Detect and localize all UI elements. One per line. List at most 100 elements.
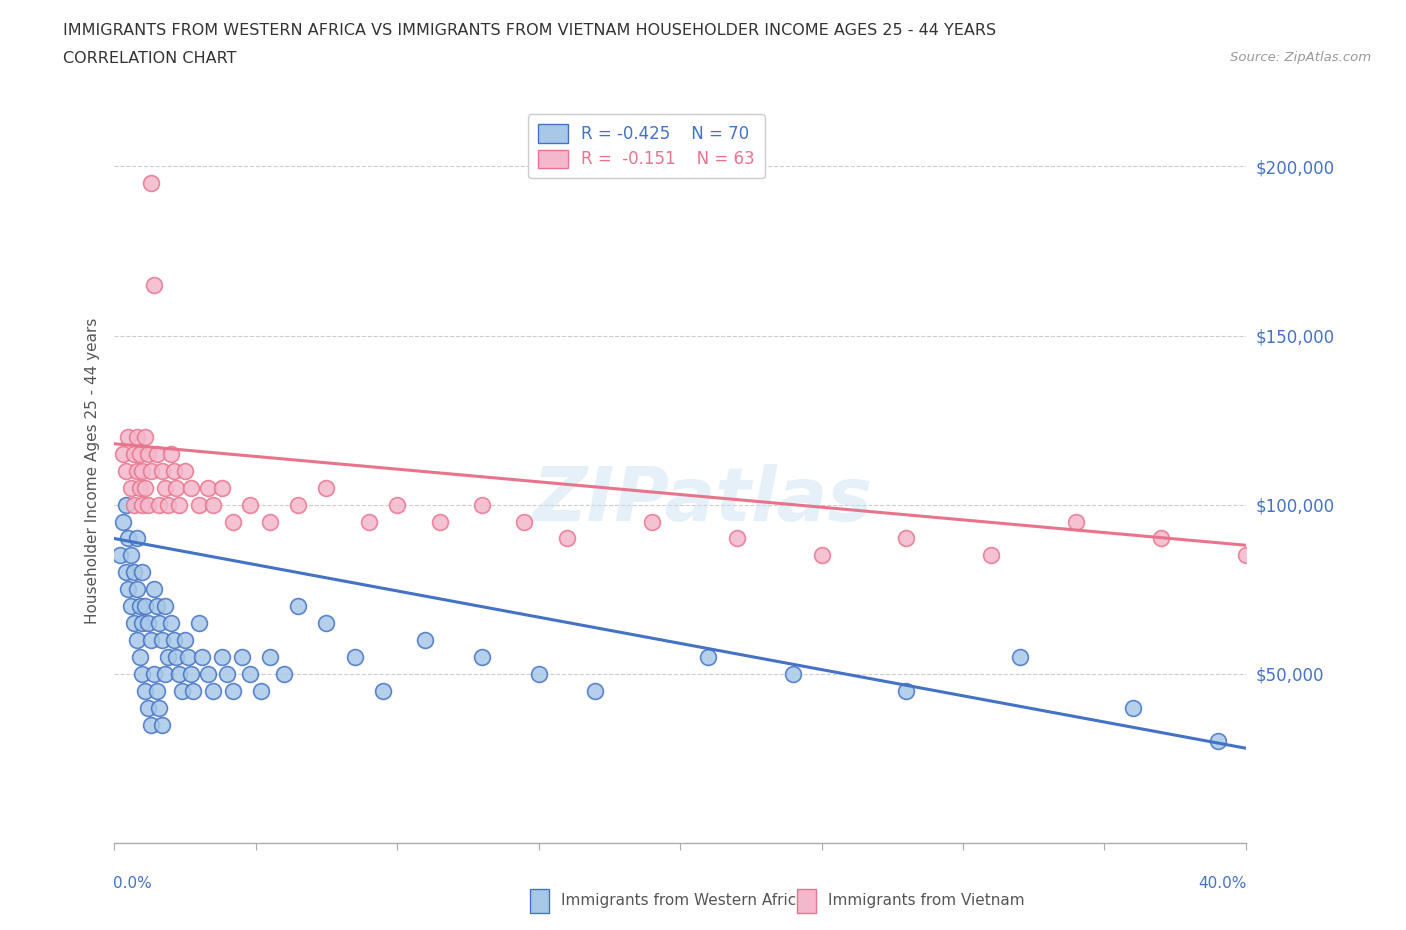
Point bbox=[583, 684, 606, 698]
Point bbox=[217, 667, 239, 682]
Point bbox=[128, 480, 150, 495]
Point bbox=[153, 599, 176, 614]
Point bbox=[315, 616, 337, 631]
Point bbox=[148, 700, 170, 715]
Point bbox=[315, 480, 337, 495]
Point bbox=[782, 667, 804, 682]
Point bbox=[239, 498, 262, 512]
Text: 40.0%: 40.0% bbox=[1199, 876, 1247, 892]
Point bbox=[120, 548, 142, 563]
Point bbox=[343, 649, 366, 664]
Point bbox=[429, 514, 451, 529]
Point bbox=[287, 498, 309, 512]
Point bbox=[513, 514, 536, 529]
Point bbox=[180, 480, 202, 495]
Point bbox=[134, 599, 156, 614]
Point bbox=[139, 632, 162, 647]
Point bbox=[371, 684, 394, 698]
Point bbox=[165, 480, 187, 495]
Point bbox=[153, 667, 176, 682]
Point bbox=[159, 616, 181, 631]
Point bbox=[162, 463, 184, 478]
Point bbox=[145, 599, 167, 614]
Point bbox=[174, 632, 197, 647]
Point bbox=[150, 632, 173, 647]
Point bbox=[231, 649, 253, 664]
Point bbox=[239, 667, 262, 682]
Point bbox=[1064, 514, 1087, 529]
Point bbox=[125, 463, 148, 478]
Point bbox=[165, 649, 187, 664]
Point bbox=[125, 632, 148, 647]
Point bbox=[188, 616, 211, 631]
Point bbox=[148, 498, 170, 512]
Text: CORRELATION CHART: CORRELATION CHART bbox=[63, 51, 236, 66]
Point bbox=[120, 480, 142, 495]
Point bbox=[1206, 734, 1229, 749]
Point bbox=[114, 463, 136, 478]
Point bbox=[131, 616, 153, 631]
Point bbox=[114, 565, 136, 579]
Point bbox=[117, 531, 139, 546]
Text: Immigrants from Vietnam: Immigrants from Vietnam bbox=[828, 893, 1025, 908]
Point bbox=[139, 176, 162, 191]
Point bbox=[202, 498, 225, 512]
Point bbox=[139, 463, 162, 478]
Text: Source: ZipAtlas.com: Source: ZipAtlas.com bbox=[1230, 51, 1371, 64]
Point bbox=[136, 616, 159, 631]
Point bbox=[139, 717, 162, 732]
Point bbox=[180, 667, 202, 682]
Point bbox=[128, 649, 150, 664]
Point bbox=[108, 548, 131, 563]
Point bbox=[471, 649, 494, 664]
Point bbox=[136, 700, 159, 715]
Point bbox=[134, 480, 156, 495]
Text: IMMIGRANTS FROM WESTERN AFRICA VS IMMIGRANTS FROM VIETNAM HOUSEHOLDER INCOME AGE: IMMIGRANTS FROM WESTERN AFRICA VS IMMIGR… bbox=[63, 23, 997, 38]
Point bbox=[167, 667, 190, 682]
Point bbox=[150, 717, 173, 732]
Point bbox=[527, 667, 550, 682]
Point bbox=[134, 684, 156, 698]
Text: ZIPatlas: ZIPatlas bbox=[533, 464, 873, 538]
Point bbox=[145, 684, 167, 698]
Point bbox=[128, 599, 150, 614]
Point bbox=[156, 649, 179, 664]
Text: 0.0%: 0.0% bbox=[112, 876, 152, 892]
Point bbox=[136, 498, 159, 512]
Point bbox=[145, 446, 167, 461]
Point bbox=[162, 632, 184, 647]
Point bbox=[156, 498, 179, 512]
Point bbox=[122, 446, 145, 461]
Point bbox=[415, 632, 437, 647]
Point bbox=[148, 616, 170, 631]
Point bbox=[259, 514, 281, 529]
Point bbox=[385, 498, 408, 512]
Point bbox=[167, 498, 190, 512]
Point bbox=[150, 463, 173, 478]
Point bbox=[125, 582, 148, 597]
Point bbox=[131, 463, 153, 478]
Point bbox=[117, 430, 139, 445]
Point bbox=[222, 684, 245, 698]
Point bbox=[980, 548, 1002, 563]
Point bbox=[122, 616, 145, 631]
Point bbox=[183, 684, 205, 698]
Point bbox=[1122, 700, 1144, 715]
Point bbox=[810, 548, 832, 563]
Point bbox=[197, 667, 219, 682]
Point bbox=[159, 446, 181, 461]
Point bbox=[211, 649, 233, 664]
Text: Immigrants from Western Africa: Immigrants from Western Africa bbox=[561, 893, 806, 908]
Point bbox=[555, 531, 578, 546]
Point bbox=[697, 649, 720, 664]
Point bbox=[122, 498, 145, 512]
Point bbox=[134, 430, 156, 445]
Point bbox=[114, 498, 136, 512]
Point bbox=[177, 649, 200, 664]
Point bbox=[131, 498, 153, 512]
Point bbox=[142, 667, 165, 682]
Point bbox=[287, 599, 309, 614]
Point bbox=[211, 480, 233, 495]
Point bbox=[128, 446, 150, 461]
Point bbox=[250, 684, 273, 698]
